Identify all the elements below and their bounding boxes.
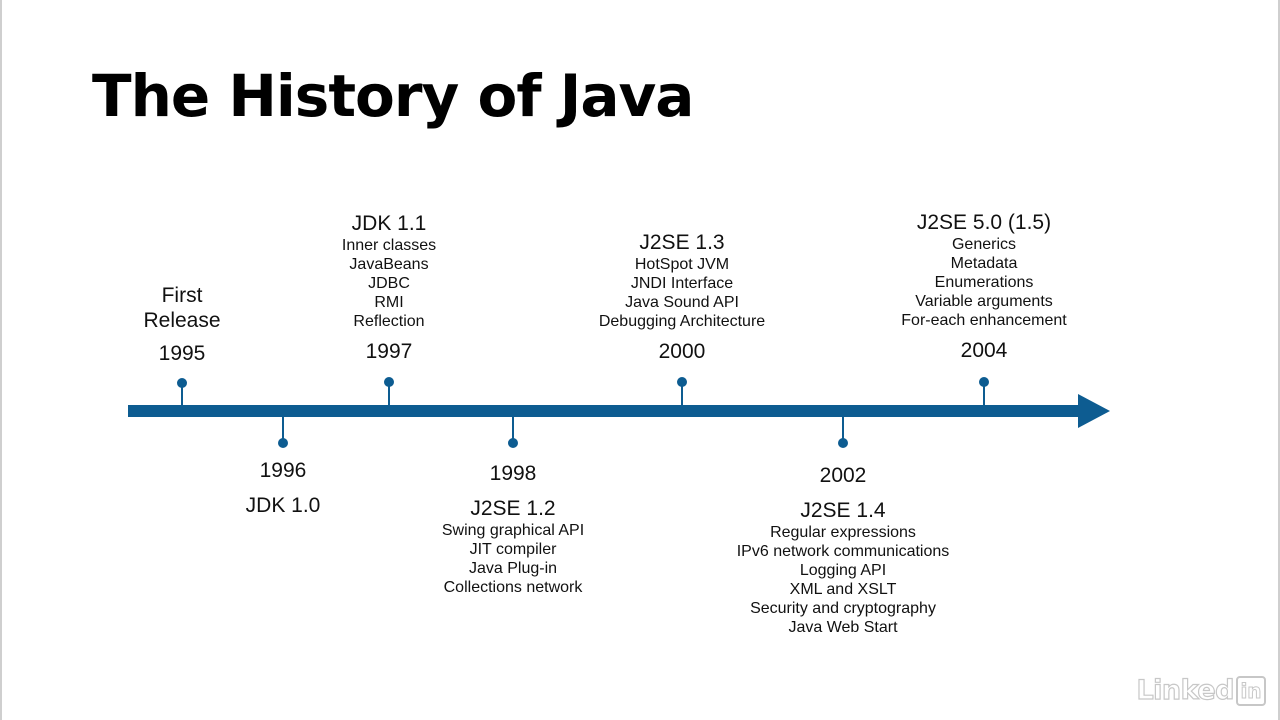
feature-item: Logging API: [799, 562, 887, 579]
milestone-2004: J2SE 5.0 (1.5) Generics Metadata Enumera…: [901, 210, 1066, 363]
dot-1995: [177, 378, 187, 388]
feature-item: JIT compiler: [469, 541, 557, 558]
dot-2000: [677, 377, 687, 387]
feature-item: Generics: [951, 236, 1017, 253]
milestone-label: J2SE 1.3: [639, 231, 725, 254]
milestone-year: 2002: [819, 464, 867, 487]
milestone-year: 1996: [259, 459, 307, 482]
watermark-text: Linked: [1136, 674, 1235, 706]
dot-2004: [979, 377, 989, 387]
feature-item: RMI: [374, 294, 404, 311]
milestone-label: JDK 1.0: [245, 494, 321, 517]
feature-item: Java Plug-in: [468, 560, 558, 577]
milestone-1997: JDK 1.1 Inner classes JavaBeans JDBC RMI…: [342, 211, 436, 364]
feature-item: Java Web Start: [788, 619, 898, 636]
feature-item: JDBC: [368, 275, 410, 292]
dot-1998: [508, 438, 518, 448]
milestone-year: 2000: [658, 340, 706, 363]
milestone-1995: First Release 1995: [143, 283, 220, 366]
feature-item: JNDI Interface: [630, 275, 734, 292]
milestone-1996: 1996 JDK 1.0: [246, 458, 321, 518]
milestone-2000: J2SE 1.3 HotSpot JVM JNDI Interface Java…: [599, 230, 765, 364]
feature-list: Inner classes JavaBeans JDBC RMI Reflect…: [342, 236, 436, 331]
dot-1996: [278, 438, 288, 448]
feature-item: Debugging Architecture: [598, 313, 766, 330]
feature-list: Regular expressions IPv6 network communi…: [737, 523, 950, 637]
slide-title: The History of Java: [92, 62, 694, 130]
feature-item: Regular expressions: [770, 524, 916, 541]
milestone-label: First: [161, 284, 203, 307]
feature-item: Reflection: [353, 313, 425, 330]
milestone-year: 1997: [365, 340, 413, 363]
feature-item: IPv6 network communications: [736, 543, 950, 560]
milestone-year: 1998: [489, 462, 537, 485]
feature-item: Security and cryptography: [750, 600, 936, 617]
feature-item: HotSpot JVM: [634, 256, 730, 273]
milestone-year: 1995: [158, 342, 206, 365]
linkedin-logo-icon: in: [1236, 675, 1266, 706]
feature-item: JavaBeans: [349, 256, 429, 273]
feature-item: Metadata: [950, 255, 1018, 272]
feature-item: XML and XSLT: [789, 581, 897, 598]
feature-item: Enumerations: [934, 274, 1034, 291]
dot-2002: [838, 438, 848, 448]
feature-item: For-each enhancement: [901, 312, 1067, 329]
feature-list: HotSpot JVM JNDI Interface Java Sound AP…: [599, 255, 765, 331]
feature-list: Swing graphical API JIT compiler Java Pl…: [442, 521, 584, 597]
dot-1997: [384, 377, 394, 387]
milestone-label: J2SE 5.0 (1.5): [916, 211, 1052, 234]
linkedin-watermark: Linked in: [1136, 674, 1266, 707]
timeline-arrowhead: [1078, 394, 1110, 428]
milestone-label: J2SE 1.4: [800, 499, 886, 522]
feature-list: Generics Metadata Enumerations Variable …: [901, 235, 1066, 330]
milestone-1998: 1998 J2SE 1.2 Swing graphical API JIT co…: [442, 461, 584, 597]
feature-item: Swing graphical API: [441, 522, 585, 539]
feature-item: Variable arguments: [915, 293, 1053, 310]
milestone-label-line2: Release: [143, 309, 221, 332]
milestone-label: J2SE 1.2: [470, 497, 556, 520]
milestone-label: JDK 1.1: [351, 212, 427, 235]
timeline-axis: [128, 405, 1083, 417]
milestone-2002: 2002 J2SE 1.4 Regular expressions IPv6 n…: [737, 463, 950, 637]
feature-item: Collections network: [443, 579, 583, 596]
feature-item: Inner classes: [341, 237, 437, 254]
feature-item: Java Sound API: [625, 294, 739, 311]
milestone-year: 2004: [960, 339, 1008, 362]
